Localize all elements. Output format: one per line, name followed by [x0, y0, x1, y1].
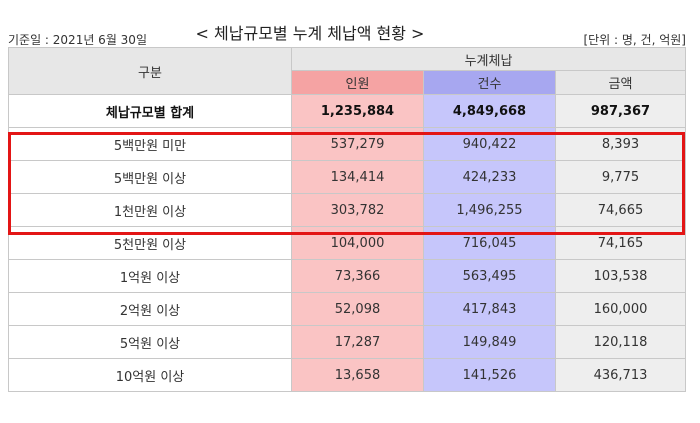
row-label: 1억원 이상 [8, 259, 292, 293]
total-persons: 1,235,884 [291, 94, 424, 128]
header-cases: 건수 [423, 70, 556, 95]
total-amount: 987,367 [555, 94, 686, 128]
row-amount: 436,713 [555, 358, 686, 392]
row-persons: 52,098 [291, 292, 424, 326]
table-row: 10억원 이상 13,658 141,526 436,713 [8, 358, 686, 392]
row-amount: 74,665 [555, 193, 686, 227]
row-amount: 120,118 [555, 325, 686, 359]
table-row: 1천만원 이상 303,782 1,496,255 74,665 [8, 193, 686, 227]
table-row: 1억원 이상 73,366 563,495 103,538 [8, 259, 686, 293]
row-label: 2억원 이상 [8, 292, 292, 326]
row-label: 5억원 이상 [8, 325, 292, 359]
row-persons: 17,287 [291, 325, 424, 359]
row-amount: 103,538 [555, 259, 686, 293]
unit-label: [단위 : 명, 건, 억원] [583, 33, 686, 47]
header-group: 누계체납 [291, 47, 686, 71]
highlight-box [8, 132, 685, 235]
row-persons: 13,658 [291, 358, 424, 392]
row-amount: 160,000 [555, 292, 686, 326]
header-category: 구분 [8, 47, 292, 95]
row-cases: 141,526 [423, 358, 556, 392]
reference-date: 기준일 : 2021년 6월 30일 [8, 33, 147, 47]
table-row: 5백만원 이상 134,414 424,233 9,775 [8, 160, 686, 194]
row-amount: 9,775 [555, 160, 686, 194]
header-persons: 인원 [291, 70, 424, 95]
row-cases: 424,233 [423, 160, 556, 194]
row-persons: 303,782 [291, 193, 424, 227]
total-cases: 4,849,668 [423, 94, 556, 128]
row-persons: 134,414 [291, 160, 424, 194]
page-title: < 체납규모별 누계 체납액 현황 > [195, 24, 425, 43]
row-cases: 563,495 [423, 259, 556, 293]
total-row: 체납규모별 합계 1,235,884 4,849,668 987,367 [8, 94, 686, 128]
row-cases: 417,843 [423, 292, 556, 326]
row-label: 10억원 이상 [8, 358, 292, 392]
total-label: 체납규모별 합계 [8, 94, 292, 128]
table-row: 5억원 이상 17,287 149,849 120,118 [8, 325, 686, 359]
header-amount: 금액 [555, 70, 686, 95]
row-cases: 149,849 [423, 325, 556, 359]
delinquency-table: 구분 누계체납 인원 건수 금액 체납규모별 합계 1,235,884 4,84… [8, 47, 686, 392]
row-persons: 73,366 [291, 259, 424, 293]
table-row: 2억원 이상 52,098 417,843 160,000 [8, 292, 686, 326]
